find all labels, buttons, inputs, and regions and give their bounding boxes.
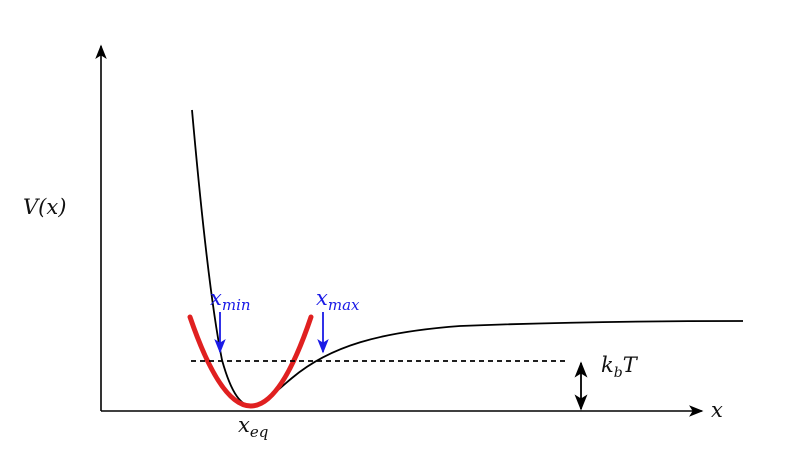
harmonic-approximation-curve <box>187 314 314 409</box>
x-axis-label: x <box>711 398 723 422</box>
x-min-label: xmin <box>210 286 251 314</box>
equilibrium-label: xeq <box>238 413 268 441</box>
x-max-label: xmax <box>316 286 360 314</box>
kbt-label: kbT <box>601 353 639 381</box>
potential-curve <box>191 109 744 407</box>
y-axis-label: V(x) <box>23 195 66 219</box>
